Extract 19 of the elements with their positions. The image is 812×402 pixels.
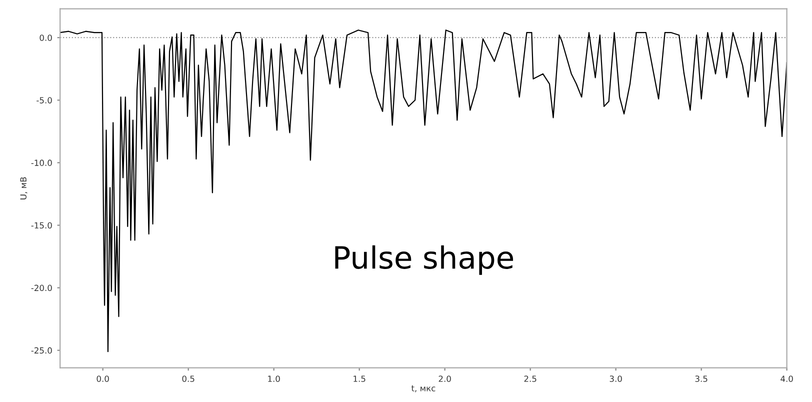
y-tick-label: -10.0 [31,160,52,166]
y-tick-label: 0.0 [40,34,52,41]
x-axis-title: t, мкс [411,385,436,392]
x-tick-label: 2.0 [438,376,451,382]
x-tick-label: 1.5 [354,376,366,382]
x-tick-label: 0.5 [182,376,194,382]
annotation: Pulse shape [335,245,514,275]
x-tick-label: 3.0 [610,376,622,382]
y-tick-label: -15.0 [31,222,52,229]
line-series [60,30,787,352]
y-axis-title: U, мВ [20,177,28,200]
x-tick-label: 2.5 [524,376,536,382]
x-tick-label: 1.0 [268,376,280,382]
y-tick-label: -25.0 [31,347,52,354]
x-tick-label: 4.0 [780,376,793,382]
y-tick-label: -5.0 [36,97,52,104]
x-tick-label: 3.5 [695,376,708,382]
y-tick-label: -20.0 [31,284,52,292]
x-tick-label: 0.0 [96,376,109,382]
